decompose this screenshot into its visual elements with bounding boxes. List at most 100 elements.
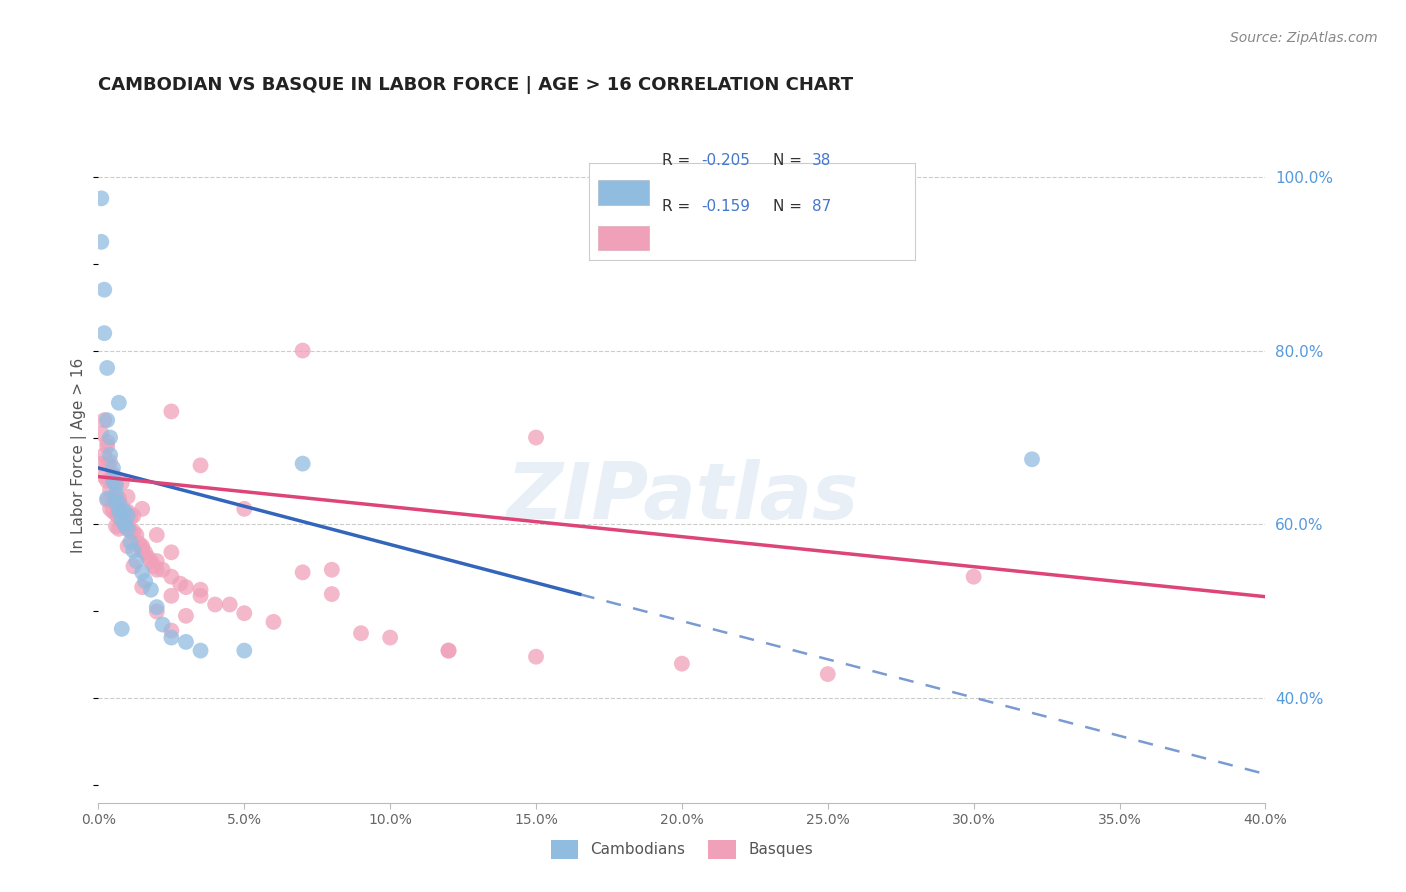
Point <box>131 566 153 580</box>
Point <box>131 580 153 594</box>
Point <box>108 522 131 536</box>
Point <box>134 574 156 588</box>
Point <box>117 508 139 523</box>
Point <box>131 539 153 553</box>
Point <box>96 413 118 427</box>
Text: R =: R = <box>662 199 695 214</box>
Point <box>114 504 136 518</box>
Point <box>98 431 121 445</box>
Point <box>146 600 169 615</box>
Point <box>96 493 118 508</box>
Point <box>104 475 127 490</box>
Y-axis label: In Labor Force | Age > 16: In Labor Force | Age > 16 <box>70 358 87 552</box>
Point <box>160 404 183 418</box>
Point <box>90 235 112 249</box>
Point <box>350 626 373 640</box>
Point <box>98 455 121 469</box>
Point <box>142 559 165 574</box>
Point <box>152 617 174 632</box>
Point <box>131 541 153 556</box>
Point <box>96 491 118 506</box>
Point <box>108 501 131 516</box>
Point <box>291 343 314 358</box>
Point <box>101 504 124 518</box>
Point <box>90 191 112 205</box>
Point <box>98 483 121 497</box>
Point <box>139 554 162 568</box>
Point <box>120 535 142 549</box>
Point <box>98 448 121 462</box>
Point <box>146 554 169 568</box>
Point <box>1021 452 1043 467</box>
Point <box>233 501 256 516</box>
Point <box>146 563 169 577</box>
Point <box>174 580 197 594</box>
Point <box>93 469 115 483</box>
Point <box>90 457 112 471</box>
Text: 38: 38 <box>813 153 831 169</box>
Point <box>96 361 118 376</box>
Text: -0.159: -0.159 <box>702 199 749 214</box>
Point <box>104 478 127 492</box>
Point <box>152 563 174 577</box>
Point <box>114 513 136 527</box>
Point <box>437 643 460 657</box>
Point <box>101 461 124 475</box>
Text: CAMBODIAN VS BASQUE IN LABOR FORCE | AGE > 16 CORRELATION CHART: CAMBODIAN VS BASQUE IN LABOR FORCE | AGE… <box>98 77 853 95</box>
Point <box>131 501 153 516</box>
Point <box>128 536 150 550</box>
Point <box>108 504 131 518</box>
Point <box>125 554 148 568</box>
Point <box>262 615 284 629</box>
Point <box>160 570 183 584</box>
Point <box>104 519 127 533</box>
Point <box>174 608 197 623</box>
Point <box>122 524 145 539</box>
Point <box>93 326 115 341</box>
Point <box>96 457 118 471</box>
Point <box>93 413 115 427</box>
Point <box>146 605 169 619</box>
Point <box>114 507 136 521</box>
Text: ZIPatlas: ZIPatlas <box>506 458 858 534</box>
Point <box>122 543 145 558</box>
Point <box>101 474 124 488</box>
Point <box>93 283 115 297</box>
Point <box>111 504 134 518</box>
Point <box>190 458 212 473</box>
Point <box>114 517 136 532</box>
Point <box>111 622 134 636</box>
Point <box>136 550 159 565</box>
Point <box>111 513 134 527</box>
Point <box>96 439 118 453</box>
Point <box>233 606 256 620</box>
Point <box>524 431 547 445</box>
Point <box>139 582 162 597</box>
Point <box>291 457 314 471</box>
Point <box>134 545 156 559</box>
Point <box>101 467 124 481</box>
Point <box>108 510 131 524</box>
Point <box>962 570 984 584</box>
Point <box>174 635 197 649</box>
Point <box>101 469 124 483</box>
Point <box>108 493 131 508</box>
Point <box>321 563 343 577</box>
Text: 87: 87 <box>813 199 831 214</box>
Point <box>380 631 402 645</box>
Point <box>117 539 139 553</box>
Point <box>160 589 183 603</box>
Point <box>817 667 839 681</box>
Point <box>111 475 134 490</box>
Point <box>122 508 145 523</box>
Point <box>98 501 121 516</box>
Point <box>93 448 115 462</box>
Point <box>437 643 460 657</box>
Legend: Cambodians, Basques: Cambodians, Basques <box>544 834 820 864</box>
FancyBboxPatch shape <box>599 226 648 251</box>
Point <box>96 474 118 488</box>
Point <box>117 490 139 504</box>
Text: N =: N = <box>773 199 807 214</box>
Point <box>104 487 127 501</box>
Point <box>169 576 191 591</box>
